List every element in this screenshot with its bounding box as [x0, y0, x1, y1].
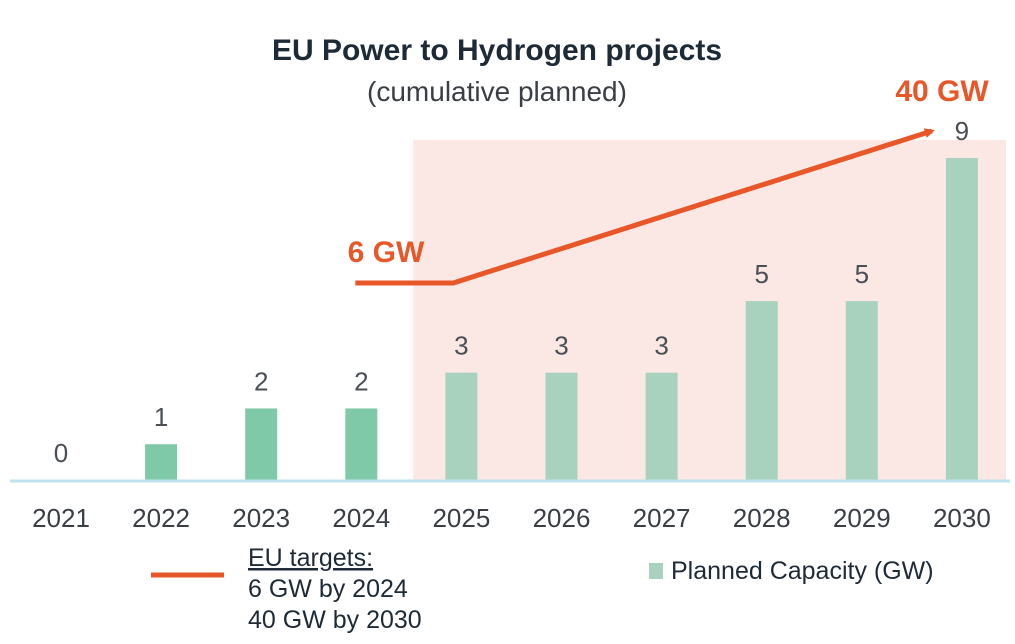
bar-2024	[345, 408, 378, 480]
x-tick-2026: 2026	[533, 503, 591, 533]
bar-2027	[645, 372, 678, 480]
target-layer	[355, 128, 935, 286]
eu-target-line	[355, 128, 935, 286]
data-label-2025: 3	[454, 331, 468, 361]
bar-2029	[845, 301, 878, 480]
x-tick-2029: 2029	[833, 503, 891, 533]
data-label-2028: 5	[754, 259, 768, 289]
data-label-2027: 3	[654, 331, 668, 361]
data-label-2030: 9	[955, 116, 969, 146]
target-2030-label: 40 GW	[895, 75, 989, 108]
x-tick-2027: 2027	[633, 503, 691, 533]
legend-bar-swatch	[649, 563, 663, 579]
data-label-2023: 2	[254, 366, 268, 396]
x-tick-2028: 2028	[733, 503, 791, 533]
x-tick-2021: 2021	[32, 503, 90, 533]
bars-layer	[145, 158, 978, 480]
x-tick-labels: 2021 2022 2023 2024 2025 2026 2027 2028 2029 2030	[32, 503, 991, 533]
bar-2026	[545, 372, 578, 480]
target-2024-label: 6 GW	[348, 236, 425, 269]
bar-2022	[145, 444, 178, 480]
legend-target-title: EU targets:	[248, 544, 373, 572]
bar-2028	[745, 301, 778, 480]
x-tick-2030: 2030	[933, 503, 991, 533]
x-tick-2022: 2022	[132, 503, 190, 533]
data-label-2021: 0	[54, 438, 68, 468]
legend-target-item-2: 40 GW by 2030	[248, 606, 422, 634]
chart-title: EU Power to Hydrogen projects	[272, 34, 722, 67]
legend-bar-label: Planned Capacity (GW)	[671, 557, 934, 585]
bar-2023	[245, 408, 278, 480]
x-tick-2023: 2023	[232, 503, 290, 533]
bar-2030	[945, 158, 978, 480]
x-tick-2025: 2025	[432, 503, 490, 533]
data-label-2022: 1	[154, 402, 168, 432]
data-label-2024: 2	[354, 366, 368, 396]
data-labels: 0 1 2 2 3 3 3 5 5 9	[54, 116, 969, 468]
data-label-2029: 5	[855, 259, 869, 289]
x-tick-2024: 2024	[332, 503, 390, 533]
legend-target-item-1: 6 GW by 2024	[248, 575, 408, 603]
legend: EU targets: 6 GW by 2024 40 GW by 2030 P…	[151, 544, 934, 634]
chart-subtitle: (cumulative planned)	[367, 76, 627, 107]
bar-2025	[445, 372, 478, 480]
planned-period-shade	[413, 140, 1007, 480]
data-label-2026: 3	[554, 331, 568, 361]
